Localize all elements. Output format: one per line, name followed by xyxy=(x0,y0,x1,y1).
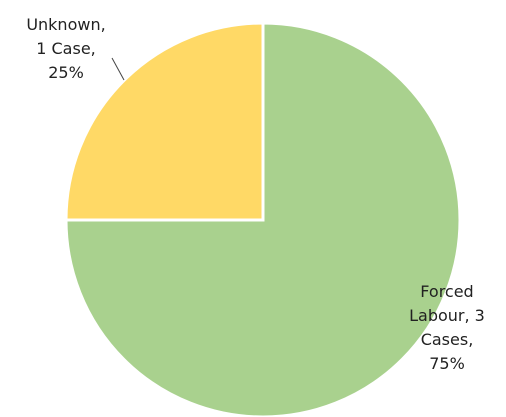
slice-label-line: Forced xyxy=(420,282,473,301)
slice-label-line: Labour, 3 xyxy=(409,306,485,325)
slice-label-line: 75% xyxy=(429,354,465,373)
slice-label-line: Unknown, xyxy=(26,15,105,34)
leader-lines xyxy=(111,57,125,81)
slice-label-line: 25% xyxy=(48,63,84,82)
pie-slice-unknown xyxy=(64,21,265,222)
pie-slice-forced-labour xyxy=(64,21,462,417)
slice-labels: Forced Labour, 3 Cases, 75% Unknown, 1 Case, 2… xyxy=(26,15,485,373)
pie-slices xyxy=(64,21,462,417)
slice-label-line: Cases, xyxy=(421,330,474,349)
leader-line-unknown xyxy=(111,57,125,81)
slice-label-line: 1 Case, xyxy=(36,39,96,58)
slice-label-forced-labour: Forced Labour, 3 Cases, 75% xyxy=(409,282,485,373)
slice-label-unknown: Unknown, 1 Case, 25% xyxy=(26,15,105,82)
